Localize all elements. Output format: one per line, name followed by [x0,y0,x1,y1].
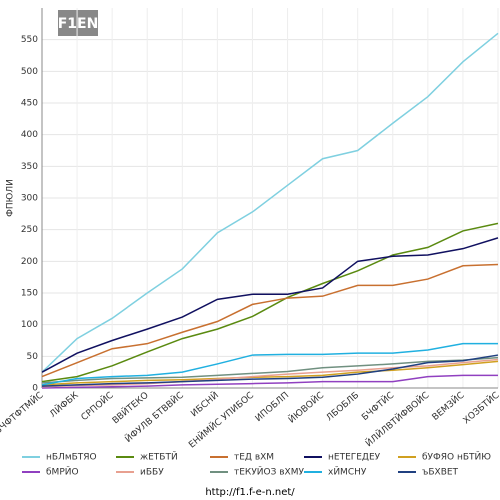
y-tick-label: 200 [21,257,38,267]
legend-label: жЕТБТЙ [140,451,178,463]
y-tick-label: 150 [21,289,38,299]
legend-label: нЕТЕГЕДЕУ [328,453,381,463]
y-tick-label: 250 [21,225,38,235]
series-line [41,360,499,386]
y-tick-label: 50 [27,352,39,362]
series-line [41,32,499,373]
series-line [41,374,498,389]
y-tick-label: 550 [21,35,38,45]
footer: http://f1.f-e-n.net/ [205,487,295,498]
y-tick-label: 400 [21,130,38,140]
legend-label: хЙМСНУ [328,466,367,478]
y-tick-label: 450 [21,99,38,109]
legend-label: иББУ [140,468,164,478]
legend-label: нБЛмБТЯО [46,453,97,463]
series-line [41,354,499,387]
y-tick-label: 500 [21,67,38,77]
series-line [41,358,499,388]
series-line [41,222,499,383]
legend-label: бУФЯО нБТЙЮ [422,451,491,463]
logo: F1EN [58,16,99,32]
legend-label: бМРЙО [46,466,79,478]
series-line [41,356,499,384]
y-tick-label: 0 [32,384,38,394]
y-tick-label: 350 [21,162,38,172]
y-tick-label: 300 [21,194,38,204]
legend-label: ъБХВЕТ [422,468,459,478]
logo-box [58,10,98,36]
legend-label: тЕД вХМ [234,453,274,463]
series-line [41,263,499,378]
series-line [41,342,498,386]
y-tick-label: 100 [21,320,38,330]
series-line [41,237,499,373]
legend-label: тЕКУЙОЗ вХМУ [234,466,304,478]
y-axis-label: ФПЮЛИ [6,179,16,217]
